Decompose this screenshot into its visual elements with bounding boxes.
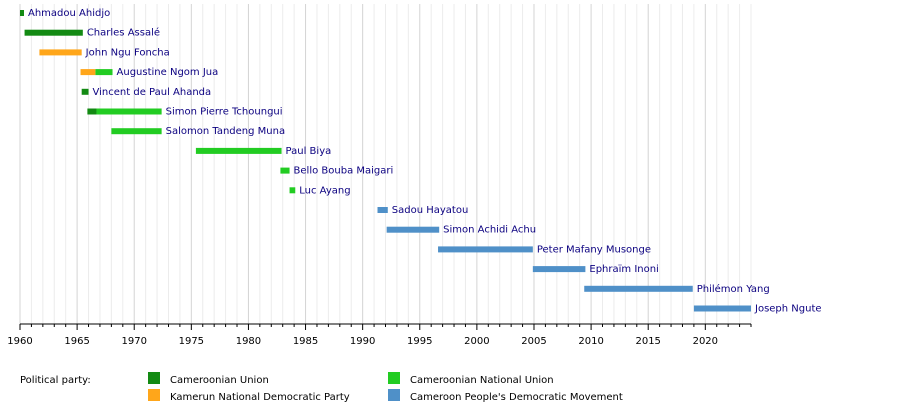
term-bar [438, 246, 533, 253]
x-tick-label: 2010 [578, 336, 603, 347]
x-tick-label: 1990 [350, 336, 375, 347]
person-label: Simon Achidi Achu [443, 225, 536, 236]
term-bar [532, 266, 586, 273]
person-label: Luc Ayang [299, 185, 350, 196]
term-bar [96, 108, 162, 115]
term-bar [289, 187, 296, 194]
term-bar [111, 128, 162, 135]
term-bar [195, 147, 282, 154]
person-label: Sadou Hayatou [392, 205, 469, 216]
legend-swatch [388, 389, 400, 401]
x-tick-label: 2005 [521, 336, 546, 347]
person-label: Ahmadou Ahidjo [28, 8, 110, 19]
term-bar [87, 108, 97, 115]
term-bar [693, 305, 751, 312]
legend-label: Cameroon People's Democratic Movement [410, 392, 623, 403]
person-label: Vincent de Paul Ahanda [93, 87, 212, 98]
x-tick-label: 1960 [7, 336, 32, 347]
x-tick-label: 1975 [179, 336, 204, 347]
person-label: Paul Biya [286, 146, 332, 157]
legend-label: Cameroonian Union [170, 375, 269, 386]
legend-swatch [388, 372, 400, 384]
person-label: Bello Bouba Maigari [294, 166, 394, 177]
legend-label: Cameroonian National Union [410, 375, 554, 386]
term-bar [80, 69, 96, 76]
term-bar [81, 88, 89, 95]
term-bar [280, 167, 290, 174]
x-tick-label: 1995 [407, 336, 432, 347]
x-tick-label: 1980 [236, 336, 261, 347]
x-tick-label: 2020 [693, 336, 718, 347]
legend-label: Kamerun National Democratic Party [170, 392, 350, 403]
person-label: Philémon Yang [697, 283, 770, 295]
term-bar [95, 69, 113, 76]
x-tick-label: 2015 [635, 336, 660, 347]
legend-title: Political party: [20, 375, 91, 386]
person-label: Peter Mafany Musonge [537, 244, 651, 255]
x-tick-label: 1985 [293, 336, 318, 347]
person-label: Charles Assalé [87, 27, 160, 39]
legend-swatch [148, 389, 160, 401]
person-label: Joseph Ngute [754, 304, 822, 315]
term-bar [20, 10, 24, 16]
term-bar [377, 207, 388, 213]
term-bar [24, 29, 83, 36]
term-bar [39, 49, 82, 56]
x-tick-label: 1965 [64, 336, 89, 347]
term-bar [386, 226, 440, 233]
x-tick-label: 2000 [464, 336, 489, 347]
legend-swatch [148, 372, 160, 384]
person-label: Ephraïm Inoni [589, 264, 658, 275]
person-label: Salomon Tandeng Muna [166, 126, 285, 137]
person-label: John Ngu Foncha [85, 47, 170, 58]
term-bar [584, 285, 693, 292]
person-label: Simon Pierre Tchoungui [166, 107, 283, 118]
person-label: Augustine Ngom Jua [117, 67, 219, 78]
x-tick-label: 1970 [121, 336, 146, 347]
